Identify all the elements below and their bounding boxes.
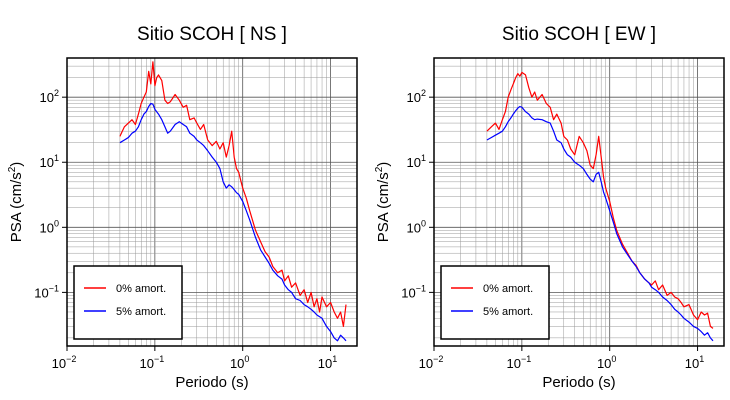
x-tick-label: 10−1 [139, 354, 164, 371]
y-tick-base: 10 [407, 220, 421, 235]
plot-frame [66, 57, 358, 347]
y-axis-label: PSA (cm/s2) [7, 162, 25, 243]
y-tick-base: 10 [407, 155, 421, 170]
chart-title: Sitio SCOH [ EW ] [502, 24, 656, 45]
y-tick-base: 10 [401, 285, 415, 300]
x-tick-label: 10−1 [506, 354, 531, 371]
y-axis-label: PSA (cm/s2) [374, 162, 392, 243]
y-tick-exponent: 0 [421, 218, 426, 228]
x-tick-label: 10−2 [52, 354, 77, 371]
y-axis-label-main: PSA (cm/s [375, 172, 392, 242]
y-tick-label: 102 [40, 88, 59, 105]
series-line-blue [119, 102, 347, 342]
x-tick-label: 100 [597, 354, 616, 371]
x-axis-label: Periodo (s) [175, 374, 248, 391]
legend: 0% amort. 5% amort. [73, 265, 183, 340]
x-tick-exponent: −2 [433, 354, 443, 364]
legend: 0% amort. 5% amort. [440, 265, 550, 340]
chart-panel-2: Sitio SCOH [ EW ]10−2 10−1 100 10110−110010… [374, 24, 725, 391]
x-tick-exponent: 0 [611, 354, 616, 364]
legend-label: 5% amort. [483, 306, 533, 318]
y-tick-base: 10 [34, 285, 48, 300]
x-tick-exponent: 1 [332, 354, 337, 364]
x-tick-label: 101 [318, 354, 337, 371]
x-tick-base: 10 [230, 356, 244, 371]
y-axis-label-tail: ) [8, 162, 25, 167]
y-tick-label: 100 [40, 218, 59, 235]
x-tick-label: 100 [230, 354, 249, 371]
y-tick-exponent: 2 [421, 88, 426, 98]
legend-label: 0% amort. [116, 283, 166, 295]
y-tick-exponent: 1 [54, 153, 59, 163]
series-line-red [119, 61, 347, 327]
y-tick-exponent: 2 [54, 88, 59, 98]
x-tick-base: 10 [597, 356, 611, 371]
x-tick-exponent: −2 [66, 354, 76, 364]
plot-frame [433, 57, 725, 347]
y-tick-exponent: −1 [49, 283, 59, 293]
x-tick-exponent: 0 [244, 354, 249, 364]
chart-panel-1: Sitio SCOH [ NS ]10−2 10−1 100 10110−110010… [7, 24, 358, 391]
y-tick-label: 100 [407, 218, 426, 235]
legend-label: 5% amort. [116, 306, 166, 318]
x-tick-base: 10 [139, 356, 153, 371]
y-tick-label: 101 [407, 153, 426, 170]
y-axis-label-superscript: 2 [7, 166, 18, 172]
y-tick-label: 10−1 [34, 283, 59, 300]
y-tick-label: 102 [407, 88, 426, 105]
y-tick-base: 10 [40, 220, 54, 235]
x-tick-base: 10 [318, 356, 332, 371]
y-tick-label: 101 [40, 153, 59, 170]
y-tick-base: 10 [407, 90, 421, 105]
y-axis-label-main: PSA (cm/s [8, 172, 25, 242]
y-tick-base: 10 [40, 90, 54, 105]
y-axis-label-tail: ) [375, 162, 392, 167]
chart-title: Sitio SCOH [ NS ] [137, 24, 287, 45]
legend-box [440, 265, 550, 340]
x-tick-exponent: −1 [521, 354, 531, 364]
x-tick-exponent: −1 [154, 354, 164, 364]
y-tick-base: 10 [40, 155, 54, 170]
legend-box [73, 265, 183, 340]
series-line-blue [486, 105, 714, 342]
legend-label: 0% amort. [483, 283, 533, 295]
x-axis-label: Periodo (s) [542, 374, 615, 391]
x-tick-base: 10 [685, 356, 699, 371]
x-tick-label: 101 [685, 354, 704, 371]
series-line-red [486, 71, 714, 329]
x-tick-base: 10 [506, 356, 520, 371]
y-tick-exponent: 1 [421, 153, 426, 163]
y-tick-label: 10−1 [401, 283, 426, 300]
y-tick-exponent: 0 [54, 218, 59, 228]
y-tick-exponent: −1 [416, 283, 426, 293]
x-tick-base: 10 [419, 356, 433, 371]
x-tick-base: 10 [52, 356, 66, 371]
x-tick-label: 10−2 [419, 354, 444, 371]
y-axis-label-superscript: 2 [374, 166, 385, 172]
x-tick-exponent: 1 [699, 354, 704, 364]
